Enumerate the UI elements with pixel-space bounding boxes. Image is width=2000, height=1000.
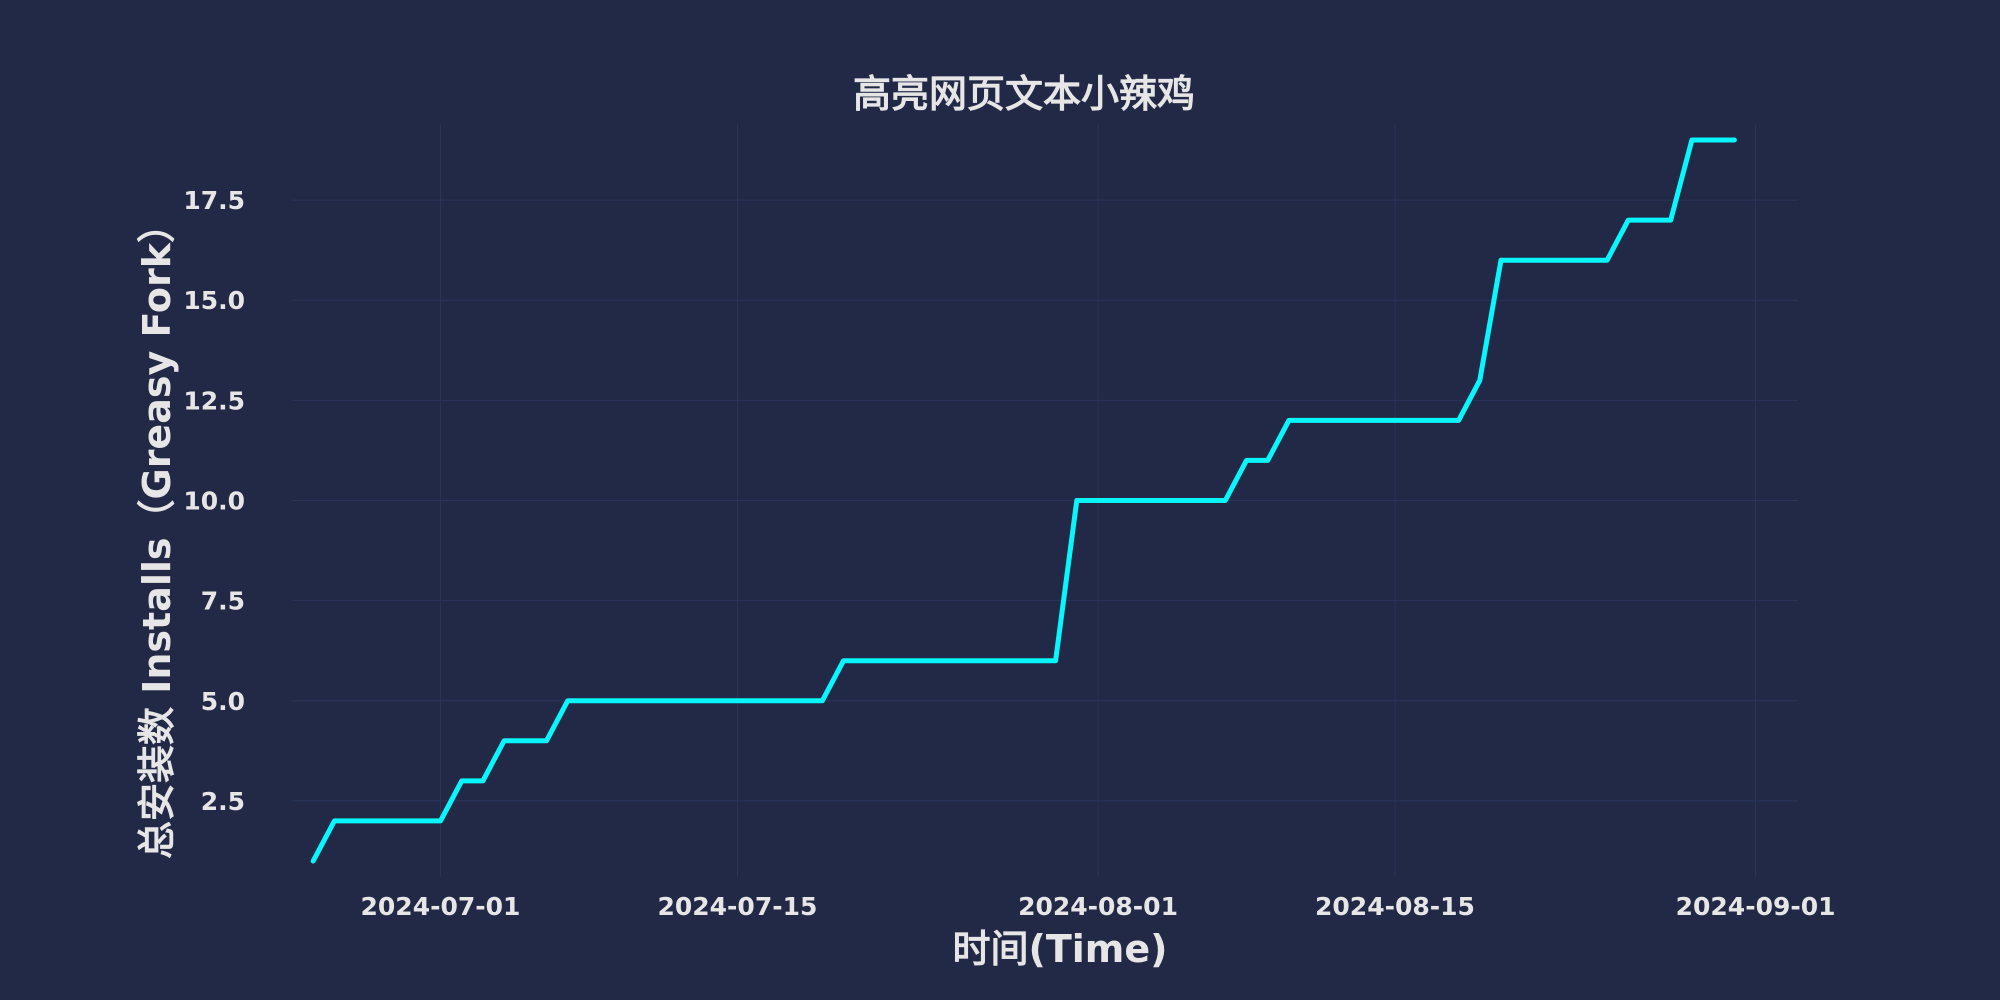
y-tick-label: 7.5 bbox=[201, 587, 245, 616]
y-tick-label: 12.5 bbox=[183, 386, 245, 415]
x-tick-label: 2024-07-15 bbox=[657, 892, 817, 921]
series-layer bbox=[310, 137, 1737, 864]
y-tick-label: 15.0 bbox=[183, 286, 245, 315]
chart-title: 高亮网页文本小辣鸡 bbox=[853, 72, 1195, 116]
y-tick-label: 17.5 bbox=[183, 186, 245, 215]
y-axis-title: 总安装数 Installs（Greasy Fork） bbox=[135, 205, 179, 859]
x-tick-labels: 2024-07-01 2024-07-15 2024-08-01 2024-08-15… bbox=[361, 892, 1836, 921]
x-tick-label: 2024-07-01 bbox=[361, 892, 521, 921]
y-tick-label: 5.0 bbox=[201, 687, 245, 716]
x-tick-label: 2024-08-01 bbox=[1018, 892, 1178, 921]
y-tick-label: 10.0 bbox=[183, 487, 245, 516]
series-line bbox=[310, 137, 1737, 864]
y-tick-labels: 2.5 5.0 7.5 10.0 12.5 15.0 17.5 bbox=[183, 186, 245, 816]
x-tick-label: 2024-09-01 bbox=[1676, 892, 1836, 921]
x-tick-label: 2024-08-15 bbox=[1315, 892, 1475, 921]
y-tick-label: 2.5 bbox=[201, 787, 245, 816]
x-axis-title: 时间(Time) bbox=[952, 927, 1167, 971]
